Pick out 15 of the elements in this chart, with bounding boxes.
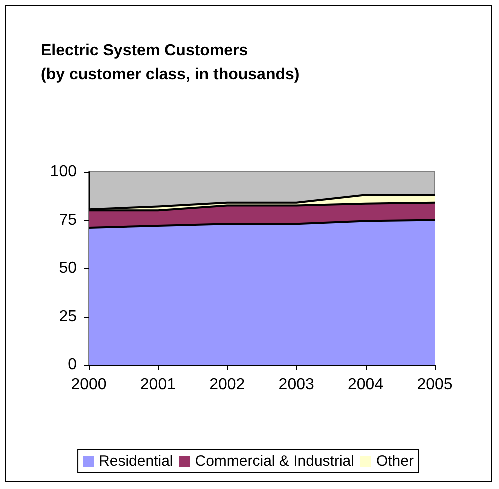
x-tick-label: 2004 <box>348 376 384 394</box>
x-tick-label: 2001 <box>140 376 176 394</box>
chart-title: Electric System Customers (by customer class, in thousands) <box>41 42 300 84</box>
y-tick-label: 75 <box>59 212 78 229</box>
legend-label: Commercial & Industrial <box>195 453 354 470</box>
x-tick-label: 2000 <box>71 376 107 394</box>
y-tick-label: 100 <box>50 164 78 180</box>
y-tick-label: 0 <box>68 356 78 374</box>
legend-label: Residential <box>99 453 174 470</box>
y-tick-label: 25 <box>59 308 78 326</box>
legend-label: Other <box>376 453 414 470</box>
x-tick-label: 2002 <box>210 376 246 394</box>
x-tick-label: 2005 <box>417 376 453 394</box>
y-tick-label: 50 <box>59 260 78 277</box>
x-tick-label: 2003 <box>278 376 314 394</box>
